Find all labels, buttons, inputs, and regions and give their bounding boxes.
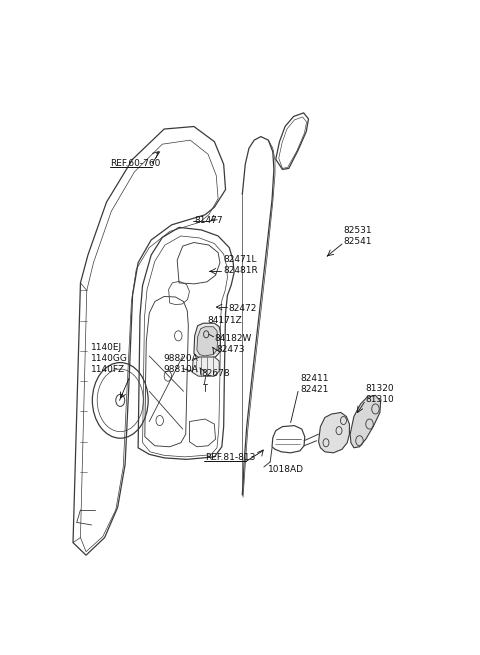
Text: REF.81-813: REF.81-813 xyxy=(205,453,255,462)
Polygon shape xyxy=(197,327,218,356)
Text: 98820A
98810A: 98820A 98810A xyxy=(163,354,198,374)
Text: 82472: 82472 xyxy=(228,303,256,312)
Text: 82471L
82481R: 82471L 82481R xyxy=(224,255,258,275)
Polygon shape xyxy=(350,396,381,448)
Text: 81477: 81477 xyxy=(194,216,223,225)
Text: 82473: 82473 xyxy=(216,345,245,354)
Text: 82678: 82678 xyxy=(202,369,230,378)
Text: 84182W: 84182W xyxy=(215,334,252,343)
Polygon shape xyxy=(194,323,221,358)
Text: 1140EJ
1140GG
1140FZ: 1140EJ 1140GG 1140FZ xyxy=(91,343,127,374)
Text: 81320
81310: 81320 81310 xyxy=(365,384,394,404)
Text: REF.60-760: REF.60-760 xyxy=(110,159,161,168)
Text: 1018AD: 1018AD xyxy=(268,465,304,474)
Text: 82411
82421: 82411 82421 xyxy=(300,374,328,394)
Polygon shape xyxy=(319,413,349,453)
Polygon shape xyxy=(192,357,219,376)
Text: 84171Z: 84171Z xyxy=(207,316,242,325)
Text: 82531
82541: 82531 82541 xyxy=(344,226,372,246)
